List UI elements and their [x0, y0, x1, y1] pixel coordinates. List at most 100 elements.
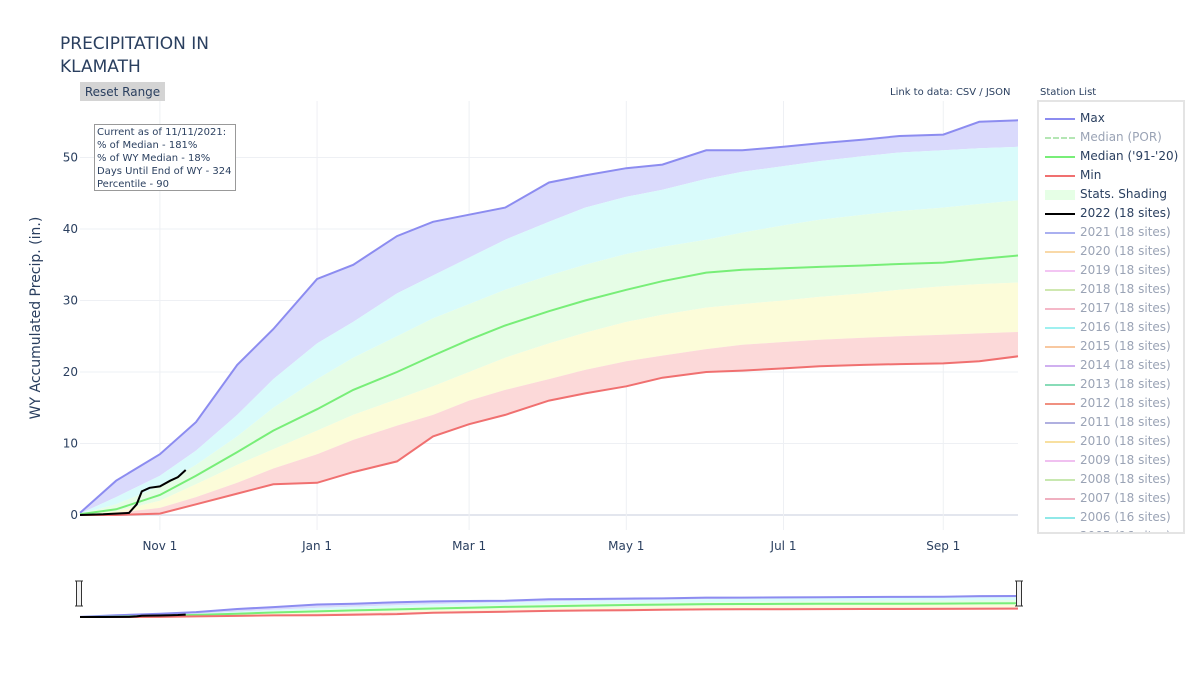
legend-item[interactable]: Stats. Shading — [1039, 185, 1183, 204]
legend-item[interactable]: Median ('91-'20) — [1039, 147, 1183, 166]
legend-item[interactable]: 2014 (18 sites) — [1039, 356, 1183, 375]
legend-swatch — [1045, 342, 1075, 352]
legend-item[interactable]: Median (POR) — [1039, 128, 1183, 147]
band-p70-p30 — [80, 200, 1018, 515]
legend-label: 2012 (18 sites) — [1080, 396, 1171, 410]
csv-link[interactable]: CSV — [955, 87, 977, 98]
legend-item[interactable]: Max — [1039, 109, 1183, 128]
chart-title: PRECIPITATION IN KLAMATH — [60, 34, 209, 77]
legend-item[interactable]: 2021 (18 sites) — [1039, 223, 1183, 242]
legend-swatch — [1045, 380, 1075, 390]
legend-item[interactable]: 2016 (18 sites) — [1039, 318, 1183, 337]
legend-item[interactable]: 2013 (18 sites) — [1039, 375, 1183, 394]
range-handle-left[interactable] — [75, 580, 83, 607]
legend-swatch — [1045, 133, 1075, 143]
data-links-prefix: Link to data: — [890, 87, 956, 98]
legend-label: 2019 (18 sites) — [1080, 263, 1171, 277]
x-tick-label: Mar 1 — [452, 539, 486, 553]
legend-item[interactable]: 2010 (18 sites) — [1039, 432, 1183, 451]
y-axis-label: WY Accumulated Precip. (in.) — [28, 217, 44, 420]
legend-label: 2014 (18 sites) — [1080, 358, 1171, 372]
legend-label: 2005 (16 sites) — [1080, 529, 1171, 532]
legend-item[interactable]: 2011 (18 sites) — [1039, 413, 1183, 432]
legend-swatch — [1045, 513, 1075, 523]
legend-item[interactable]: 2005 (16 sites) — [1039, 527, 1183, 534]
legend-swatch — [1045, 304, 1075, 314]
range-slider[interactable] — [75, 566, 1023, 618]
station-list-title: Station List — [1040, 87, 1097, 98]
legend-item[interactable]: 2012 (18 sites) — [1039, 394, 1183, 413]
legend-item[interactable]: Min — [1039, 166, 1183, 185]
legend-label: Median ('91-'20) — [1080, 149, 1179, 163]
min-line — [80, 355, 1019, 516]
legend-label: Stats. Shading — [1080, 187, 1168, 201]
series-lines — [79, 119, 1019, 516]
legend-label: 2017 (18 sites) — [1080, 301, 1171, 315]
legend-item[interactable]: 2015 (18 sites) — [1039, 337, 1183, 356]
json-link[interactable]: JSON — [985, 87, 1011, 98]
legend-swatch — [1045, 532, 1075, 534]
x-tick-label: Jul 1 — [770, 539, 797, 553]
legend-label: 2016 (18 sites) — [1080, 320, 1171, 334]
legend-item[interactable]: 2009 (18 sites) — [1039, 451, 1183, 470]
current-stats-box: Current as of 11/11/2021: % of Median - … — [94, 124, 236, 191]
legend-label: 2007 (18 sites) — [1080, 491, 1171, 505]
legend-swatch — [1045, 114, 1075, 124]
legend-label: Median (POR) — [1080, 130, 1162, 144]
legend-label: 2011 (18 sites) — [1080, 415, 1171, 429]
legend-swatch — [1045, 399, 1075, 409]
reset-range-button[interactable]: Reset Range — [80, 82, 165, 101]
legend-label: Min — [1080, 168, 1102, 182]
x-tick-label: Jan 1 — [301, 539, 332, 553]
legend-label: 2021 (18 sites) — [1080, 225, 1171, 239]
legend-label: Max — [1080, 111, 1105, 125]
legend-label: 2018 (18 sites) — [1080, 282, 1171, 296]
y-tick-label: 20 — [63, 365, 78, 379]
median-line — [79, 254, 1019, 516]
legend-label: 2006 (16 sites) — [1080, 510, 1171, 524]
legend-item[interactable]: 2018 (18 sites) — [1039, 280, 1183, 299]
x-tick-label: Sep 1 — [926, 539, 960, 553]
y-tick-label: 40 — [63, 222, 78, 236]
y-tick-label: 10 — [63, 437, 78, 451]
legend-item[interactable]: 2019 (18 sites) — [1039, 261, 1183, 280]
legend-item[interactable]: 2008 (18 sites) — [1039, 470, 1183, 489]
info-percentile: Percentile - 90 — [97, 179, 170, 190]
band-p90-p70 — [80, 146, 1018, 514]
y-tick-label: 0 — [70, 508, 78, 522]
mini-band-p30-p10 — [80, 604, 1018, 617]
legend-swatch — [1045, 247, 1075, 257]
x-tick-label: May 1 — [608, 539, 644, 553]
legend-swatch — [1045, 418, 1075, 428]
legend-swatch — [1045, 190, 1075, 200]
legend-label: 2013 (18 sites) — [1080, 377, 1171, 391]
legend-swatch — [1045, 285, 1075, 295]
legend-station-list[interactable]: Max Median (POR) Median ('91-'20) Min Stats.… — [1037, 100, 1185, 534]
legend-swatch — [1045, 209, 1075, 219]
legend-item[interactable]: 2017 (18 sites) — [1039, 299, 1183, 318]
legend-label: 2022 (18 sites) — [1080, 206, 1171, 220]
legend-item[interactable]: 2007 (18 sites) — [1039, 489, 1183, 508]
info-pct-wy-median: % of WY Median - 18% — [97, 153, 211, 164]
mini-current-year-line — [80, 613, 186, 618]
legend-label: 2015 (18 sites) — [1080, 339, 1171, 353]
legend-swatch — [1045, 152, 1075, 162]
legend-label: 2010 (18 sites) — [1080, 434, 1171, 448]
x-tick-labels: Nov 1 Jan 1 Mar 1 May 1 Jul 1 Sep 1 — [142, 539, 960, 553]
info-days-until-end: Days Until End of WY - 324 — [97, 166, 232, 177]
range-handle-right[interactable] — [1015, 580, 1023, 607]
legend-label: 2020 (18 sites) — [1080, 244, 1171, 258]
legend-item[interactable]: 2020 (18 sites) — [1039, 242, 1183, 261]
legend-item[interactable]: 2006 (16 sites) — [1039, 508, 1183, 527]
legend-item[interactable]: 2022 (18 sites) — [1039, 204, 1183, 223]
y-tick-label: 50 — [63, 151, 78, 165]
y-tick-label: 30 — [63, 294, 78, 308]
stat-bands — [80, 120, 1018, 515]
legend-swatch — [1045, 475, 1075, 485]
info-pct-median: % of Median - 181% — [97, 140, 198, 151]
legend-swatch — [1045, 266, 1075, 276]
legend-swatch — [1045, 456, 1075, 466]
legend-label: 2008 (18 sites) — [1080, 472, 1171, 486]
data-links-separator: / — [976, 87, 986, 98]
